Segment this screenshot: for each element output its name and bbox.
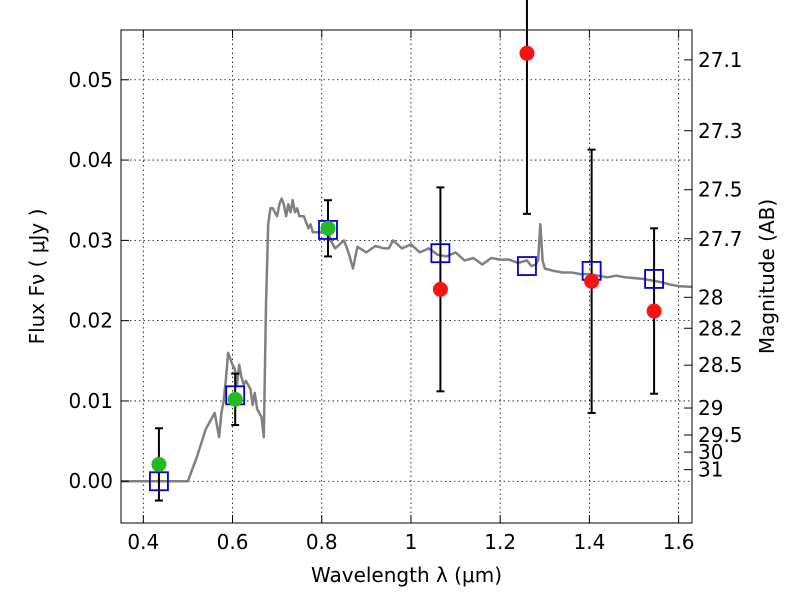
x-tick-label: 0.6 [217,530,249,554]
detection-point [227,391,243,407]
y-tick-label: 0.02 [68,309,113,333]
plot-frame [120,29,693,524]
y-tick-label: 0.04 [68,148,113,172]
model-spectrum [121,197,693,483]
x-tick-label: 1.2 [484,530,516,554]
y2-tick-label: 27.5 [698,178,743,202]
nondetection-point [646,303,662,319]
y2-tick-label: 27.3 [698,119,743,143]
x-tick-label: 1.6 [663,530,695,554]
error-bars [154,0,659,502]
axis-ticks: 0.4 0.6 0.8 1 1.2 1.4 1.6 0.00 0.01 0.02 0.03 0.04 0… [68,30,743,554]
y2-tick-label: 28 [698,285,723,309]
nondetection-point [432,281,448,297]
x-tick-label: 1 [405,530,418,554]
y2-tick-label: 28.2 [698,316,743,340]
y-axis-label: Flux Fν ( μJy ) [25,209,49,345]
x-tick-label: 0.4 [127,530,159,554]
y-tick-label: 0.05 [68,68,113,92]
detection-point [320,220,336,236]
y2-tick-label: 29.5 [698,423,743,447]
y-tick-label: 0.00 [68,469,113,493]
observed-fluxes [151,45,662,472]
y2-tick-label: 28.5 [698,353,743,377]
model-band-square [517,256,537,276]
y2-tick-label: 30 [698,440,723,464]
y2-tick-label: 27.7 [698,227,743,251]
nondetection-point [519,45,535,61]
nondetection-point [584,273,600,289]
model-band-square [149,471,169,492]
y-tick-label: 0.03 [68,228,113,252]
x-tick-label: 1.4 [573,530,605,554]
y2-axis-label: Magnitude (AB) [755,199,779,354]
model-spectrum-line [121,197,693,483]
model-band-square [430,243,451,264]
detection-point [151,456,167,472]
y2-tick-label: 29 [698,396,723,420]
x-tick-label: 0.8 [306,530,338,554]
y2-tick-label: 31 [698,458,723,482]
x-axis-label: Wavelength λ (μm) [311,563,502,587]
grid [121,30,692,523]
model-band-square [644,269,664,289]
y2-tick-label: 27.1 [698,48,743,72]
y-tick-label: 0.01 [68,389,113,413]
